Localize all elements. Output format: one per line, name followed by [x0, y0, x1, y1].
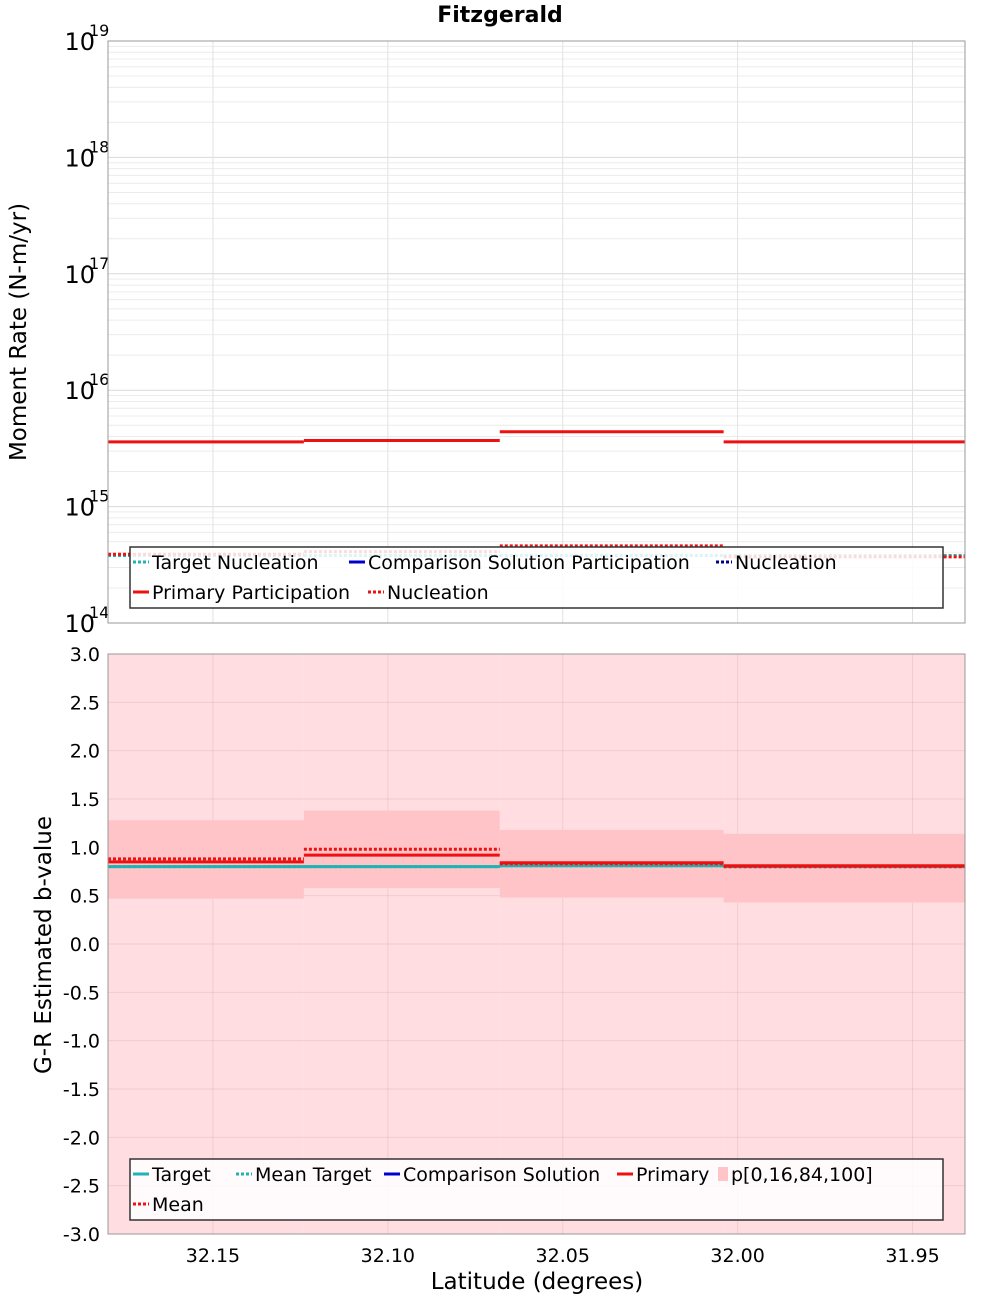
band-p0-p100 — [303, 654, 500, 1234]
x-tick-label: 32.00 — [710, 1245, 764, 1267]
top-y-tick-exponent: 16 — [89, 370, 109, 389]
bottom-y-tick-label: 3.0 — [70, 644, 100, 666]
band-p0-p100 — [108, 654, 304, 1234]
bottom-plot-frame — [107, 653, 966, 1235]
bottom-y-tick-label: -1.0 — [63, 1031, 100, 1053]
bottom-legend-label: Primary — [636, 1164, 709, 1186]
top-legend-label: Nucleation — [387, 582, 489, 604]
top-plot-background — [108, 41, 965, 623]
bottom-legend-label: Comparison Solution — [403, 1164, 600, 1186]
bottom-y-tick-label: -0.5 — [63, 982, 100, 1004]
top-legend-box — [129, 546, 944, 609]
bottom-y-tick-label: -2.0 — [63, 1127, 100, 1149]
top-y-tick-exponent: 14 — [89, 603, 109, 622]
top-y-tick-label: 10 — [64, 610, 95, 638]
top-legend-label: Nucleation — [735, 552, 837, 574]
bottom-legend-label: p[0,16,84,100] — [731, 1164, 873, 1186]
x-tick-label: 32.05 — [536, 1245, 590, 1267]
top-y-tick-exponent: 19 — [89, 21, 109, 40]
x-axis-title: Latitude (degrees) — [431, 1269, 644, 1295]
band-p0-p100 — [499, 654, 724, 1234]
band-p0-p100 — [723, 654, 965, 1234]
top-y-tick-label: 10 — [64, 28, 95, 56]
bottom-y-tick-label: 0.5 — [70, 886, 100, 908]
bottom-y-tick-label: 1.0 — [70, 837, 100, 859]
x-tick-label: 31.95 — [885, 1245, 939, 1267]
top-y-tick-label: 10 — [64, 494, 95, 522]
bottom-legend-band-swatch — [718, 1167, 728, 1181]
bottom-y-tick-label: -2.5 — [63, 1176, 100, 1198]
bottom-y-tick-label: 1.5 — [70, 789, 100, 811]
bottom-y-tick-label: 0.0 — [70, 934, 100, 956]
top-y-tick-label: 10 — [64, 144, 95, 172]
bottom-y-tick-label: 2.0 — [70, 741, 100, 763]
bottom-panel-b-value: 3.0 2.5 2.0 1.5 1.0 0.5 0.0 -0.5 -1.0 -1.5 -2.0 -2.… — [63, 644, 966, 1267]
top-y-tick-exponent: 18 — [89, 137, 109, 156]
bottom-y-tick-label: -3.0 — [63, 1224, 100, 1246]
top-y-tick-label: 10 — [64, 261, 95, 289]
top-legend-label: Primary Participation — [152, 582, 350, 604]
top-y-tick-label: 10 — [64, 377, 95, 405]
bottom-legend-box — [129, 1158, 944, 1221]
top-y-axis-title: Moment Rate (N-m/yr) — [6, 203, 32, 461]
top-legend-label: Comparison Solution Participation — [368, 552, 690, 574]
top-plot-frame — [107, 40, 966, 624]
chart-title: Fitzgerald — [437, 3, 563, 28]
top-y-tick-exponent: 15 — [89, 487, 109, 506]
top-legend-label: Target Nucleation — [151, 552, 319, 574]
bottom-legend-label: Mean Target — [255, 1164, 372, 1186]
top-y-tick-exponent: 17 — [89, 254, 109, 273]
x-tick-label: 32.15 — [186, 1245, 240, 1267]
bottom-y-axis-title: G-R Estimated b-value — [31, 816, 57, 1074]
bottom-legend-label: Mean — [152, 1194, 204, 1216]
bottom-y-tick-label: 2.5 — [70, 692, 100, 714]
x-tick-label: 32.10 — [361, 1245, 415, 1267]
bottom-legend-label: Target — [151, 1164, 211, 1186]
bottom-y-tick-label: -1.5 — [63, 1079, 100, 1101]
